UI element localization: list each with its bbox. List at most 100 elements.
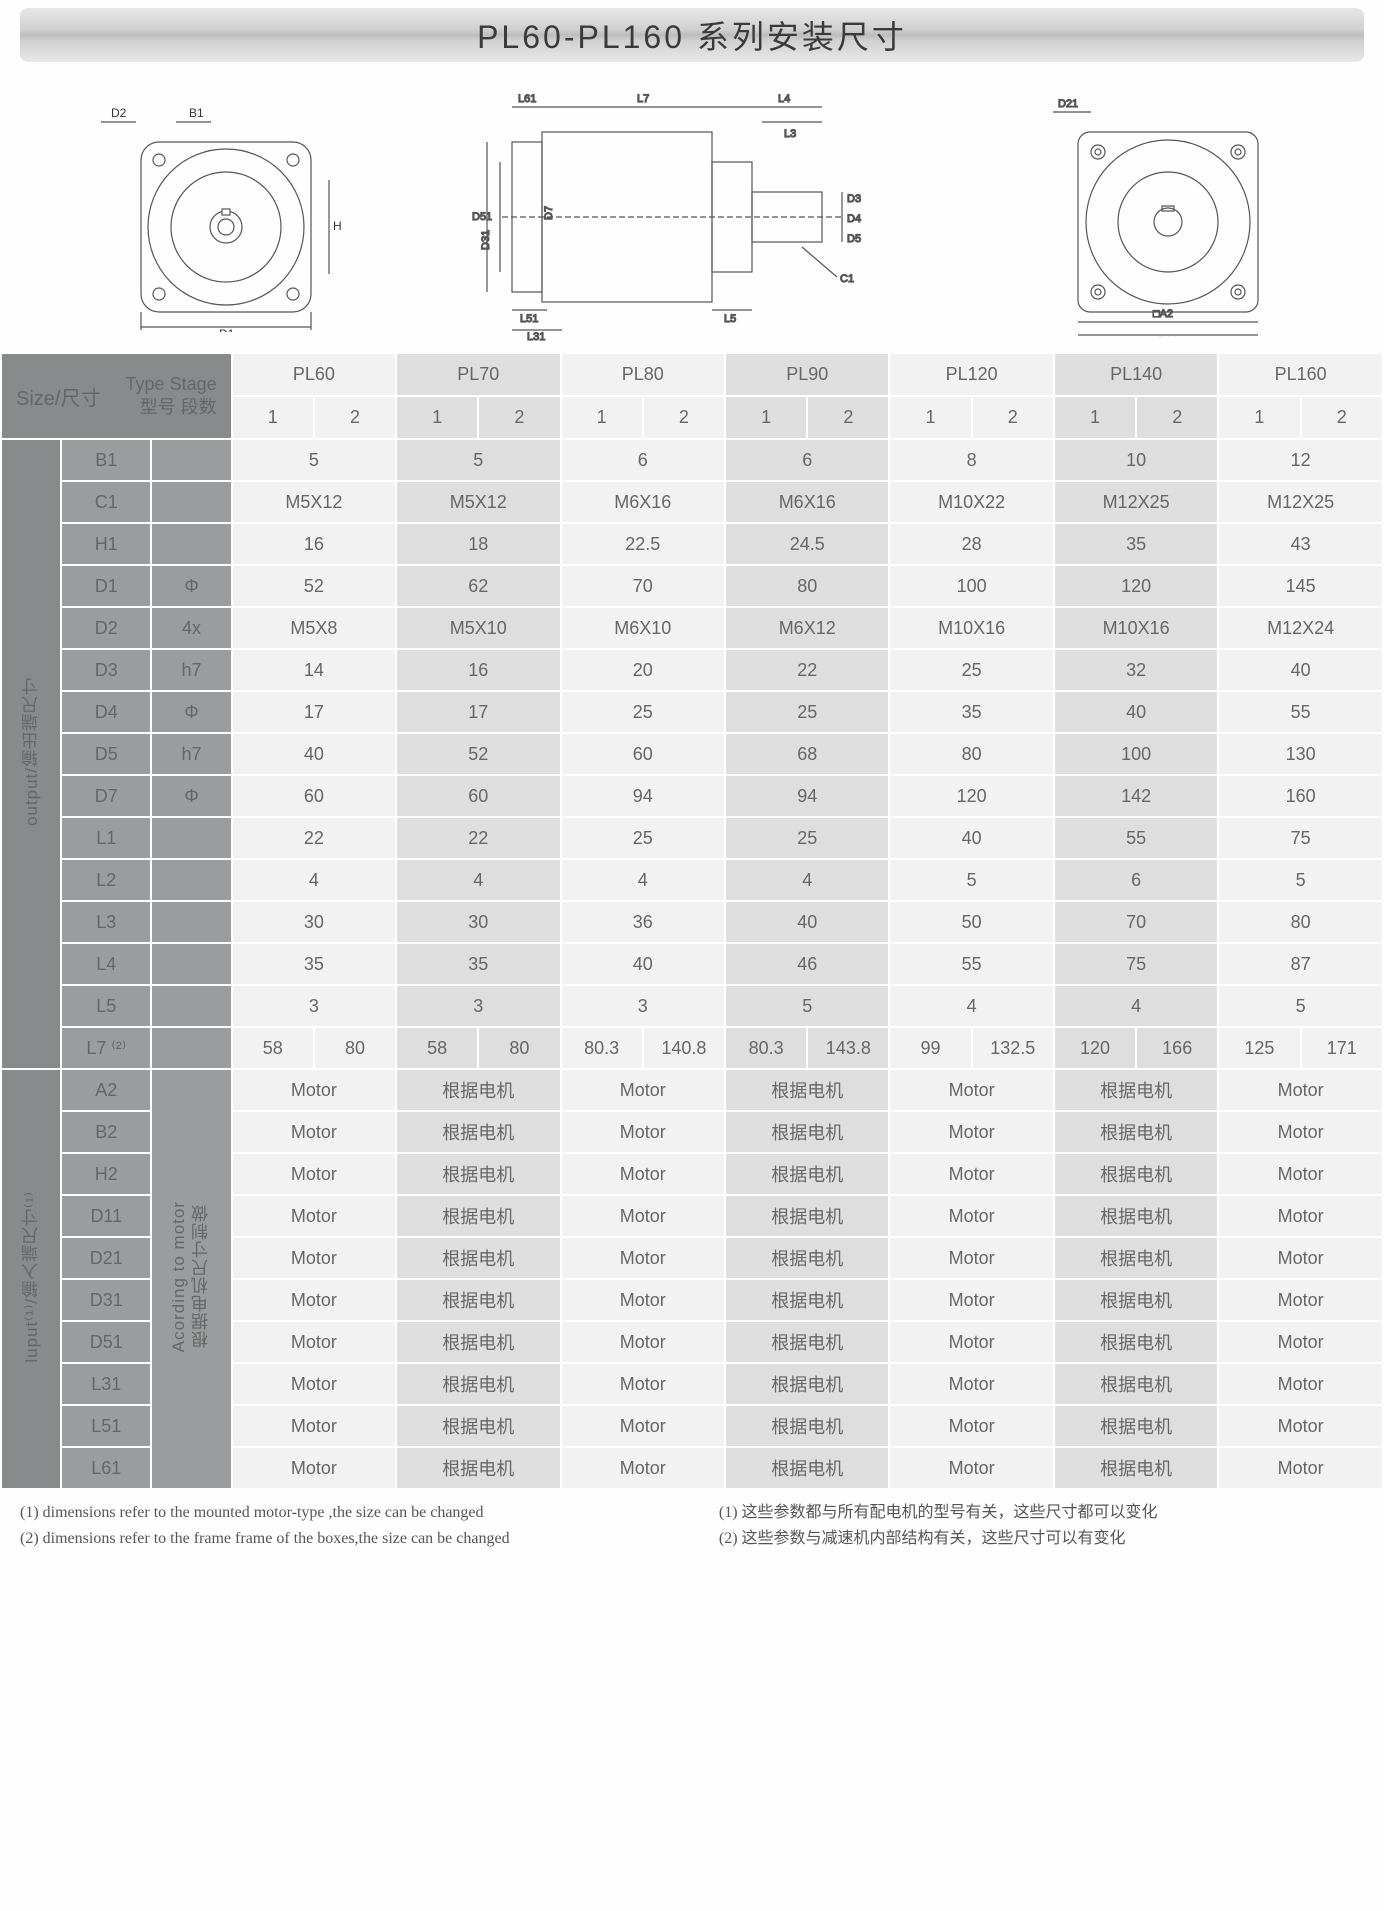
spec-value: M10X16 (1054, 607, 1218, 649)
stage-header: 2 (478, 396, 560, 439)
spec-value: Motor (1218, 1111, 1383, 1153)
spec-value: 5 (396, 439, 560, 481)
spec-value: 99 (889, 1027, 971, 1069)
spec-value: Motor (889, 1237, 1053, 1279)
param-suffix (151, 523, 231, 565)
spec-value: 5 (889, 859, 1053, 901)
size-label: Size/尺寸 (16, 382, 100, 411)
footer-notes: (1) dimensions refer to the mounted moto… (0, 1490, 1384, 1571)
footer-chinese: (1) 这些参数都与所有配电机的型号有关，这些尺寸都可以变化 (2) 这些参数与… (719, 1500, 1364, 1551)
param-label: D21 (61, 1237, 151, 1279)
spec-value: 根据电机 (1054, 1237, 1218, 1279)
spec-value: 32 (1054, 649, 1218, 691)
param-label: D4 (61, 691, 151, 733)
spec-value: Motor (561, 1153, 725, 1195)
spec-value: 28 (889, 523, 1053, 565)
stage-header: 2 (972, 396, 1054, 439)
spec-value: 根据电机 (396, 1321, 560, 1363)
spec-value: 55 (889, 943, 1053, 985)
spec-value: 根据电机 (725, 1279, 889, 1321)
svg-text:L61: L61 (518, 93, 536, 105)
spec-value: 根据电机 (396, 1405, 560, 1447)
spec-value: 4 (561, 859, 725, 901)
spec-value: M12X25 (1054, 481, 1218, 523)
svg-text:L7: L7 (637, 93, 649, 105)
spec-value: Motor (232, 1447, 396, 1489)
param-label: D2 (61, 607, 151, 649)
param-suffix (151, 817, 231, 859)
svg-text:D2: D2 (111, 106, 127, 120)
param-suffix: 4x (151, 607, 231, 649)
spec-value: 120 (889, 775, 1053, 817)
param-label: D1 (61, 565, 151, 607)
param-label: L31 (61, 1363, 151, 1405)
stage-header: 1 (725, 396, 807, 439)
spec-value: 17 (396, 691, 560, 733)
model-header: PL160 (1218, 353, 1383, 396)
spec-value: M6X10 (561, 607, 725, 649)
model-header: PL120 (889, 353, 1053, 396)
param-label: D7 (61, 775, 151, 817)
svg-text:B1: B1 (189, 106, 204, 120)
spec-value: 根据电机 (396, 1153, 560, 1195)
spec-value: Motor (1218, 1321, 1383, 1363)
spec-value: Motor (232, 1279, 396, 1321)
spec-value: 根据电机 (725, 1195, 889, 1237)
spec-value: 3 (396, 985, 560, 1027)
spec-value: M5X12 (232, 481, 396, 523)
spec-value: 120 (1054, 565, 1218, 607)
param-label: L3 (61, 901, 151, 943)
spec-value: 根据电机 (725, 1237, 889, 1279)
spec-value: 根据电机 (725, 1069, 889, 1111)
spec-value: 根据电机 (725, 1447, 889, 1489)
spec-value: M5X12 (396, 481, 560, 523)
table-header: Size/尺寸 Type Stage型号 段数 PL60 PL70 PL80 P… (1, 353, 1383, 439)
spec-value: 根据电机 (725, 1405, 889, 1447)
spec-value: 根据电机 (1054, 1321, 1218, 1363)
param-label: L61 (61, 1447, 151, 1489)
spec-value: 68 (725, 733, 889, 775)
spec-value: M6X16 (725, 481, 889, 523)
svg-text:D11: D11 (1158, 336, 1177, 337)
spec-value: 70 (561, 565, 725, 607)
spec-value: 35 (1054, 523, 1218, 565)
spec-value: 58 (396, 1027, 478, 1069)
spec-value: 12 (1218, 439, 1383, 481)
spec-value: 94 (725, 775, 889, 817)
spec-value: 根据电机 (725, 1111, 889, 1153)
param-label: H2 (61, 1153, 151, 1195)
spec-value: M5X8 (232, 607, 396, 649)
spec-value: 根据电机 (396, 1237, 560, 1279)
svg-text:C1: C1 (840, 273, 854, 285)
spec-value: 40 (232, 733, 396, 775)
param-suffix: h7 (151, 649, 231, 691)
page-title: PL60-PL160 系列安装尺寸 (477, 12, 907, 58)
param-suffix: Φ (151, 565, 231, 607)
spec-value: Motor (561, 1405, 725, 1447)
spec-value: 40 (1054, 691, 1218, 733)
spec-value: 4 (396, 859, 560, 901)
param-label: L7 ⁽²⁾ (61, 1027, 151, 1069)
param-label: D31 (61, 1279, 151, 1321)
spec-value: Motor (232, 1405, 396, 1447)
param-suffix (151, 985, 231, 1027)
spec-value: Motor (1218, 1153, 1383, 1195)
spec-value: Motor (561, 1237, 725, 1279)
spec-value: Motor (232, 1153, 396, 1195)
diagram-front-flange: D2 B1 H1 D1 (81, 92, 341, 332)
spec-value: 80 (314, 1027, 396, 1069)
spec-value: 24.5 (725, 523, 889, 565)
spec-value: 143.8 (807, 1027, 889, 1069)
corner-header: Size/尺寸 Type Stage型号 段数 (1, 353, 232, 439)
spec-value: 根据电机 (1054, 1363, 1218, 1405)
param-suffix (151, 439, 231, 481)
svg-text:D5: D5 (847, 233, 861, 245)
stage-header: 1 (1054, 396, 1136, 439)
svg-text:D4: D4 (847, 213, 861, 225)
param-label: H1 (61, 523, 151, 565)
spec-value: 60 (396, 775, 560, 817)
footnote: (2) 这些参数与减速机内部结构有关，这些尺寸可以有变化 (719, 1526, 1364, 1552)
spec-value: 22 (232, 817, 396, 859)
spec-value: Motor (889, 1069, 1053, 1111)
spec-value: 6 (1054, 859, 1218, 901)
